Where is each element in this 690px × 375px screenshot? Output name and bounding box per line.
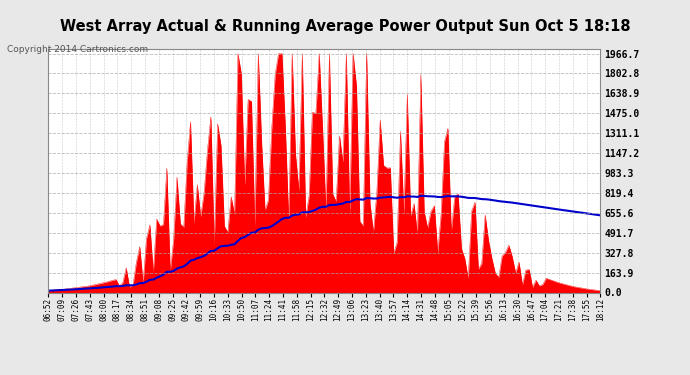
Text: Copyright 2014 Cartronics.com: Copyright 2014 Cartronics.com <box>7 45 148 54</box>
Text: West Array Actual & Running Average Power Output Sun Oct 5 18:18: West Array Actual & Running Average Powe… <box>60 19 630 34</box>
